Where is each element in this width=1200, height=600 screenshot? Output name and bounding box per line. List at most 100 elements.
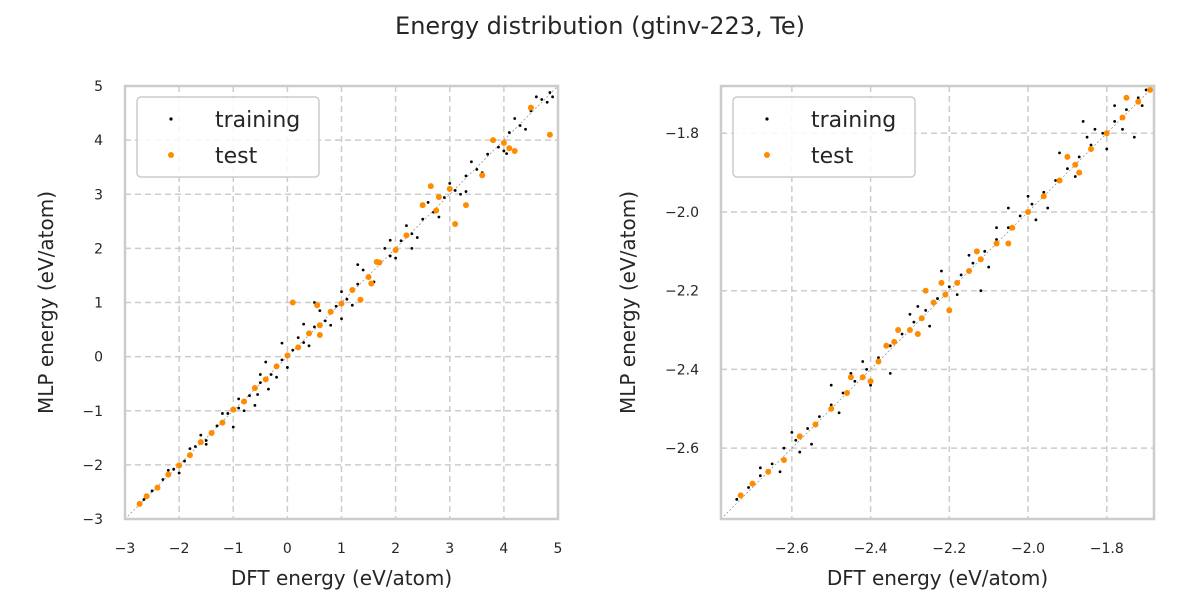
training-point xyxy=(758,474,762,478)
test-point xyxy=(1072,161,1079,168)
training-point xyxy=(258,381,262,385)
training-point xyxy=(497,145,500,149)
training-point xyxy=(1042,190,1046,194)
training-point xyxy=(415,236,419,239)
training-point xyxy=(486,152,490,156)
training-point xyxy=(869,383,872,387)
training-point xyxy=(502,149,506,153)
y-tick-label: −2 xyxy=(82,458,103,474)
legend-box xyxy=(732,96,916,178)
test-point xyxy=(338,300,345,307)
training-point xyxy=(971,261,975,265)
y-tick-label: 3 xyxy=(94,187,103,203)
training-point xyxy=(442,196,446,199)
training-point xyxy=(841,391,845,395)
test-point xyxy=(938,279,945,286)
training-point xyxy=(1081,120,1085,123)
training-point xyxy=(507,131,511,134)
training-point xyxy=(356,263,360,267)
test-point xyxy=(765,468,772,475)
training-point xyxy=(242,409,246,413)
test-point xyxy=(1123,94,1130,101)
training-point xyxy=(410,232,414,236)
training-point xyxy=(296,336,300,340)
test-point xyxy=(392,246,399,253)
training-point xyxy=(936,297,939,300)
training-point xyxy=(758,466,762,470)
training-point xyxy=(947,285,951,289)
training-point xyxy=(1093,127,1097,131)
legend: training test xyxy=(732,96,916,178)
test-point xyxy=(973,248,980,255)
test-point xyxy=(251,385,258,392)
legend-marker-test xyxy=(168,152,174,158)
training-point xyxy=(1144,88,1148,92)
test-point xyxy=(1119,114,1126,121)
training-point xyxy=(1006,206,1010,210)
legend-label-test: test xyxy=(811,144,854,169)
figure-title: Energy distribution (gtinv-223, Te) xyxy=(395,12,805,40)
training-point xyxy=(399,239,403,243)
test-point xyxy=(859,374,866,381)
x-tick-label: 1 xyxy=(337,541,346,557)
training-point xyxy=(142,498,146,501)
training-point xyxy=(979,289,983,293)
y-tick-label: −3 xyxy=(82,512,103,528)
x-tick-label: 0 xyxy=(283,541,292,557)
test-point xyxy=(546,131,553,138)
y-tick-label: 5 xyxy=(94,79,103,95)
test-point xyxy=(306,330,313,337)
training-point xyxy=(334,304,338,308)
test-point xyxy=(875,358,882,365)
test-point xyxy=(176,462,183,469)
test-point xyxy=(1040,193,1047,200)
training-point xyxy=(908,312,912,316)
test-point xyxy=(737,492,744,499)
training-point xyxy=(345,297,349,301)
training-point xyxy=(770,462,774,466)
training-point xyxy=(340,317,343,321)
training-point xyxy=(226,412,230,415)
legend-label-training: training xyxy=(215,108,300,133)
test-point xyxy=(891,338,898,345)
training-point xyxy=(987,265,991,269)
test-point xyxy=(273,363,280,370)
training-point xyxy=(1046,206,1050,210)
training-point xyxy=(534,95,538,99)
test-point xyxy=(368,280,375,287)
test-point xyxy=(327,308,334,315)
plot-frame xyxy=(719,84,1156,521)
training-point xyxy=(464,190,468,193)
training-point xyxy=(810,442,813,446)
y-tick-label: −1 xyxy=(82,404,103,420)
training-point xyxy=(1054,179,1057,182)
legend-box xyxy=(136,96,320,178)
test-point xyxy=(1147,86,1154,93)
training-point xyxy=(837,411,841,415)
training-point xyxy=(291,348,295,352)
training-point xyxy=(794,438,798,442)
x-axis-label: DFT energy (eV/atom) xyxy=(827,566,1048,590)
test-point xyxy=(219,419,226,426)
test-point xyxy=(316,331,323,338)
test-point xyxy=(165,471,172,478)
training-point xyxy=(747,486,750,489)
training-point xyxy=(264,360,268,364)
training-point xyxy=(551,95,554,99)
training-point xyxy=(1136,96,1140,100)
training-point xyxy=(1140,104,1144,108)
test-point xyxy=(143,493,150,500)
y-tick-label: −1.8 xyxy=(665,126,699,142)
training-point xyxy=(361,268,365,272)
training-point xyxy=(426,200,430,204)
training-point xyxy=(1077,155,1081,159)
training-point xyxy=(995,226,998,230)
training-point xyxy=(798,450,802,454)
test-point xyxy=(796,433,803,440)
training-point xyxy=(388,254,392,258)
series-test xyxy=(737,86,1154,499)
training-point xyxy=(221,412,224,415)
legend-marker-training xyxy=(169,117,173,121)
y-tick-label: −2.0 xyxy=(665,205,699,221)
